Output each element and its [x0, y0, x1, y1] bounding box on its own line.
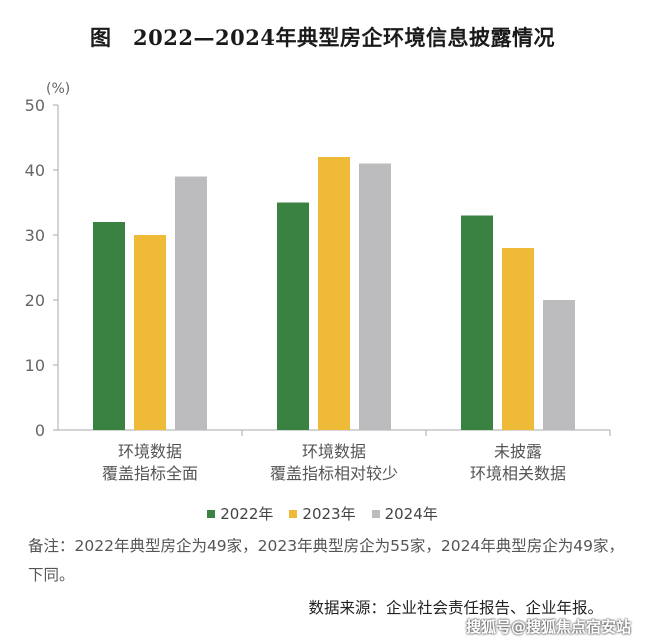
legend-label-2023: 2023年	[302, 505, 356, 523]
y-tick-label-10: 10	[25, 356, 45, 375]
x-category-label-2-2: 覆盖指标相对较少	[270, 464, 398, 483]
bar-chart: (%)01020304050环境数据覆盖指标全面环境数据覆盖指标相对较少未披露环…	[25, 81, 611, 483]
x-category-label-1-2: 覆盖指标全面	[102, 464, 198, 483]
y-tick-label-20: 20	[25, 291, 45, 310]
legend: 2022年 2023年 2024年	[0, 503, 645, 524]
bar-2-2023年	[318, 157, 350, 430]
chart-note: 备注：2022年典型房企为49家，2023年典型房企为55家，2024年典型房企…	[28, 537, 625, 584]
x-category-label-1-1: 环境数据	[118, 442, 182, 461]
legend-item-2023: 2023年	[289, 503, 356, 524]
bar-1-2023年	[134, 235, 166, 430]
legend-item-2022: 2022年	[207, 503, 273, 524]
legend-swatch-2023	[289, 509, 298, 518]
x-category-label-2-1: 环境数据	[302, 442, 366, 461]
data-source: 数据来源：企业社会责任报告、企业年报。	[308, 599, 603, 617]
x-category-label-3-2: 环境相关数据	[470, 464, 566, 483]
y-tick-label-40: 40	[25, 161, 45, 180]
x-category-label-3-1: 未披露	[494, 442, 542, 461]
bar-3-2023年	[502, 248, 534, 430]
legend-swatch-2024	[371, 509, 380, 518]
y-tick-label-50: 50	[25, 96, 45, 115]
chart-title: 图 2022—2024年典型房企环境信息披露情况	[90, 25, 555, 50]
bar-1-2022年	[93, 222, 125, 430]
watermark: 搜狐号@搜狐焦点宿安站	[465, 618, 631, 636]
y-tick-label-30: 30	[25, 226, 45, 245]
bar-2-2024年	[359, 163, 391, 430]
y-tick-label-0: 0	[35, 421, 45, 440]
bar-3-2022年	[461, 215, 493, 430]
legend-label-2024: 2024年	[384, 505, 438, 523]
legend-label-2022: 2022年	[220, 505, 274, 523]
bar-1-2024年	[175, 176, 207, 430]
legend-swatch-2022	[207, 509, 216, 518]
legend-item-2024: 2024年	[371, 503, 438, 524]
bar-2-2022年	[277, 202, 309, 430]
bar-3-2024年	[543, 300, 575, 430]
y-axis-unit: (%)	[46, 81, 70, 97]
